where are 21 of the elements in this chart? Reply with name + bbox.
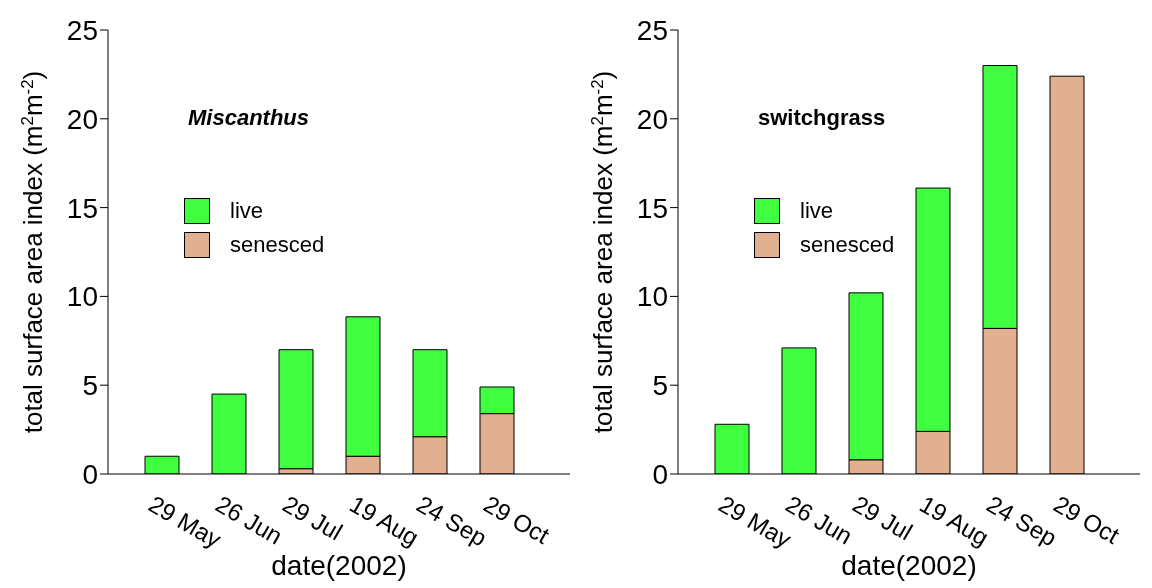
annotation: switchgrass xyxy=(758,105,886,132)
y-tick-label: 10 xyxy=(636,281,668,313)
y-tick-label: 5 xyxy=(82,370,98,402)
x-axis-title: date(2002) xyxy=(841,550,977,581)
annotation: Miscanthus xyxy=(188,105,310,132)
bar xyxy=(278,349,314,470)
legend-label: live xyxy=(230,198,264,225)
y-tick-label: 25 xyxy=(66,14,98,46)
legend-label: senesced xyxy=(230,232,325,259)
y-tick-label: 15 xyxy=(66,192,98,224)
y-tick-label: 20 xyxy=(66,103,98,135)
y-tick-label: 0 xyxy=(82,458,98,490)
legend-label: live xyxy=(800,198,834,225)
y-tick-label: 10 xyxy=(66,281,98,313)
y-tick-label: 5 xyxy=(652,370,668,402)
x-axis-title: date(2002) xyxy=(271,550,407,581)
y-tick-label: 15 xyxy=(636,192,668,224)
y-tick-label: 25 xyxy=(636,14,668,46)
y-tick-label: 0 xyxy=(652,458,668,490)
y-tick-label: 20 xyxy=(636,103,668,135)
legend-label: senesced xyxy=(800,232,895,259)
